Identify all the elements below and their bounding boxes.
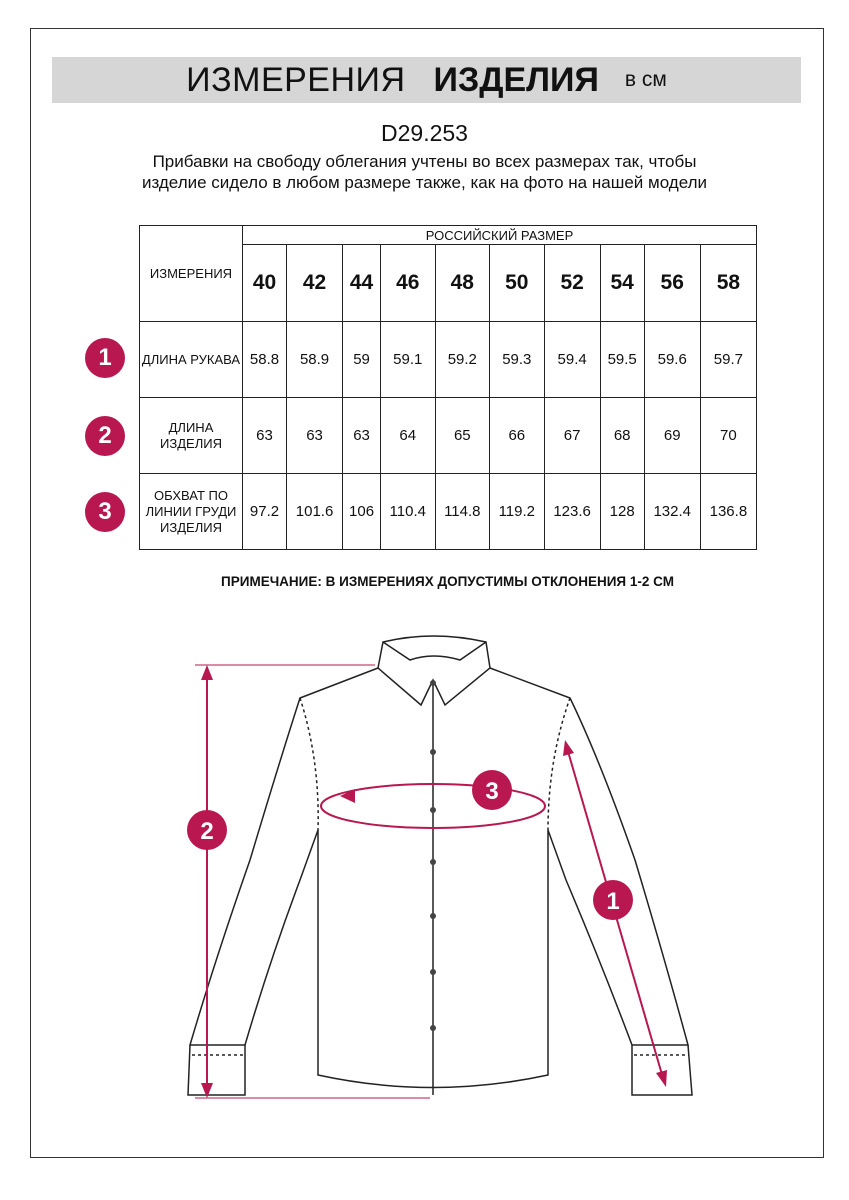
table-cell: 63 — [242, 397, 287, 474]
size-table: ИЗМЕРЕНИЯ РОССИЙСКИЙ РАЗМЕР 40 42 44 46 48 50… — [139, 225, 758, 550]
table-cell: 70 — [699, 397, 758, 474]
buttons — [430, 680, 436, 1031]
row-label: ОБХВАТ ПО ЛИНИИ ГРУДИ ИЗДЕЛИЯ — [139, 473, 243, 550]
size-header: 42 — [285, 244, 344, 322]
size-header: 46 — [380, 244, 436, 322]
table-cell: 66 — [489, 397, 545, 474]
size-header: 54 — [599, 244, 645, 322]
row-label: ДЛИНА РУКАВА — [139, 321, 243, 398]
table-cell: 106 — [342, 473, 382, 550]
table-row: ДЛИНА ИЗДЕЛИЯ 63 63 63 64 65 66 67 68 69 70 — [139, 397, 758, 474]
product-code: D29.253 — [381, 120, 468, 146]
table-cell: 119.2 — [489, 473, 545, 550]
remark: ПРИМЕЧАНИЕ: В ИЗМЕРЕНИЯХ ДОПУСТИМЫ ОТКЛО… — [221, 574, 674, 589]
size-group-label: РОССИЙСКИЙ РАЗМЕР — [242, 225, 757, 245]
table-cell: 128 — [599, 473, 645, 550]
table-cell: 136.8 — [699, 473, 758, 550]
title-banner: ИЗМЕРЕНИЯ ИЗДЕЛИЯ в см — [52, 57, 801, 103]
table-cell: 63 — [342, 397, 382, 474]
table-cell: 101.6 — [285, 473, 344, 550]
table-cell: 123.6 — [543, 473, 601, 550]
title-regular: ИЗМЕРЕНИЯ — [186, 60, 406, 99]
table-cell: 110.4 — [380, 473, 436, 550]
diagram-marker-length: 2 — [187, 810, 227, 850]
diagram-marker-sleeve: 1 — [593, 880, 633, 920]
table-cell: 59.4 — [543, 321, 601, 398]
table-cell: 59 — [342, 321, 382, 398]
shirt-diagram: 2 3 1 — [187, 635, 693, 1099]
table-cell: 59.1 — [380, 321, 436, 398]
table-cell: 59.2 — [434, 321, 491, 398]
svg-text:2: 2 — [200, 818, 213, 845]
table-cell: 59.3 — [489, 321, 545, 398]
size-header: 44 — [342, 244, 382, 322]
row-label: ДЛИНА ИЗДЕЛИЯ — [139, 397, 243, 474]
table-cell: 69 — [643, 397, 701, 474]
shirt-outline — [187, 635, 693, 1096]
row-badge: 1 — [85, 338, 125, 378]
title-bold: ИЗДЕЛИЯ — [433, 60, 599, 99]
size-header: 52 — [543, 244, 601, 322]
table-cell: 65 — [434, 397, 491, 474]
page-frame — [30, 28, 824, 1158]
corner-label: ИЗМЕРЕНИЯ — [139, 225, 243, 322]
size-header: 48 — [434, 244, 491, 322]
table-cell: 58.9 — [285, 321, 344, 398]
table-cell: 67 — [543, 397, 601, 474]
size-header: 58 — [699, 244, 758, 322]
row-badge: 3 — [85, 492, 125, 532]
diagram-marker-chest: 3 — [472, 770, 512, 810]
table-cell: 68 — [599, 397, 645, 474]
size-header: 50 — [489, 244, 545, 322]
title-unit: в см — [624, 68, 667, 91]
fit-description: Прибавки на свободу облегания учтены во … — [141, 152, 708, 192]
table-cell: 63 — [285, 397, 344, 474]
size-header: 56 — [643, 244, 701, 322]
table-cell: 64 — [380, 397, 436, 474]
size-header: 40 — [242, 244, 287, 322]
table-cell: 58.8 — [242, 321, 287, 398]
sizes-row: 40 42 44 46 48 50 52 54 56 58 — [140, 244, 758, 322]
table-row: ОБХВАТ ПО ЛИНИИ ГРУДИ ИЗДЕЛИЯ 97.2 101.6 10… — [139, 473, 758, 550]
svg-text:3: 3 — [485, 778, 498, 805]
table-cell: 97.2 — [242, 473, 287, 550]
row-badge: 2 — [85, 416, 125, 456]
table-row: ДЛИНА РУКАВА 58.8 58.9 59 59.1 59.2 59.3 59.4 59… — [139, 321, 758, 398]
table-cell: 114.8 — [434, 473, 491, 550]
table-cell: 59.6 — [643, 321, 701, 398]
svg-text:1: 1 — [606, 888, 619, 915]
table-cell: 59.7 — [699, 321, 758, 398]
table-cell: 132.4 — [643, 473, 701, 550]
table-cell: 59.5 — [599, 321, 645, 398]
measurement-lines — [195, 664, 667, 1099]
